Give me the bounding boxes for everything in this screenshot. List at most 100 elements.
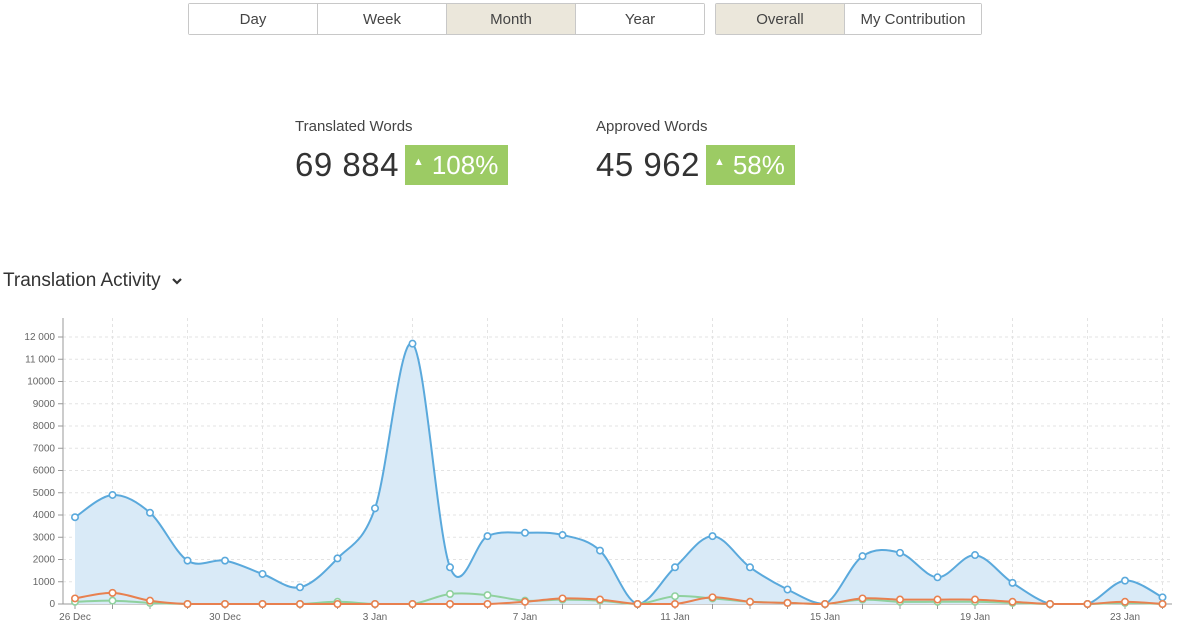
y-tick-label: 6000 bbox=[33, 466, 56, 477]
series-2-point bbox=[221, 599, 230, 608]
series-0-point bbox=[1121, 576, 1130, 585]
period-toggle: Day Week Month Year bbox=[188, 3, 705, 35]
y-tick-label: 5000 bbox=[33, 488, 56, 499]
series-0-point bbox=[483, 532, 492, 541]
series-2-point bbox=[933, 595, 942, 604]
period-month-button[interactable]: Month bbox=[447, 4, 576, 34]
series-2-point bbox=[1121, 597, 1130, 606]
series-2-point bbox=[183, 599, 192, 608]
up-triangle-icon: ▲ bbox=[412, 156, 424, 168]
y-tick-label: 8000 bbox=[33, 421, 56, 432]
series-0-point bbox=[445, 563, 454, 572]
y-tick-label: 7000 bbox=[33, 443, 56, 454]
series-0-point bbox=[333, 554, 342, 563]
series-0-point bbox=[783, 585, 792, 594]
series-2-point bbox=[445, 599, 454, 608]
series-1-point bbox=[108, 596, 117, 605]
series-line-0 bbox=[74, 342, 1163, 606]
series-0-point bbox=[595, 546, 604, 555]
scope-overall-button[interactable]: Overall bbox=[716, 4, 845, 34]
series-0-point bbox=[970, 551, 979, 560]
series-2-point bbox=[1008, 597, 1017, 606]
chevron-down-icon bbox=[171, 278, 182, 285]
series-0-point bbox=[258, 569, 267, 578]
series-2-point bbox=[333, 599, 342, 608]
series-0-point bbox=[858, 552, 867, 561]
series-0-point bbox=[1158, 593, 1167, 602]
series-0-point bbox=[183, 556, 192, 565]
series-2-point bbox=[408, 599, 417, 608]
series-0-point bbox=[295, 583, 304, 592]
series-0-point bbox=[221, 556, 230, 565]
series-2-point bbox=[858, 594, 867, 603]
y-tick-label: 10000 bbox=[27, 377, 55, 388]
section-title: Translation Activity bbox=[3, 270, 161, 291]
series-0-point bbox=[670, 563, 679, 572]
series-2-point bbox=[258, 599, 267, 608]
x-tick-label: 30 Dec bbox=[209, 612, 241, 623]
series-0-point bbox=[745, 563, 754, 572]
y-tick-label: 3000 bbox=[33, 532, 56, 543]
x-tick-label: 11 Jan bbox=[660, 612, 689, 623]
x-tick-label: 3 Jan bbox=[363, 612, 387, 623]
scope-my-contribution-button[interactable]: My Contribution bbox=[845, 4, 981, 34]
y-tick-label: 2000 bbox=[33, 555, 56, 566]
period-year-button[interactable]: Year bbox=[576, 4, 704, 34]
series-2-point bbox=[295, 599, 304, 608]
series-2-point bbox=[595, 595, 604, 604]
series-0-point bbox=[108, 490, 117, 499]
series-0-point bbox=[71, 513, 80, 522]
y-tick-label: 1000 bbox=[33, 577, 56, 588]
up-triangle-icon: ▲ bbox=[713, 156, 725, 168]
period-day-button[interactable]: Day bbox=[189, 4, 318, 34]
y-tick-label: 11 000 bbox=[25, 354, 55, 365]
series-1-point bbox=[445, 589, 454, 598]
x-tick-label: 7 Jan bbox=[513, 612, 537, 623]
series-2-point bbox=[783, 598, 792, 607]
series-2-point bbox=[820, 599, 829, 608]
scope-toggle: Overall My Contribution bbox=[715, 3, 982, 35]
series-2-point bbox=[483, 599, 492, 608]
approved-words-stat: Approved Words 45 962 ▲ 58% bbox=[596, 118, 795, 185]
series-2-point bbox=[970, 595, 979, 604]
series-2-point bbox=[108, 588, 117, 597]
series-2-point bbox=[670, 599, 679, 608]
series-2-point bbox=[1083, 599, 1092, 608]
series-area-0 bbox=[75, 343, 1163, 604]
series-2-point bbox=[520, 597, 529, 606]
series-0-point bbox=[558, 531, 567, 540]
approved-words-value: 45 962 bbox=[596, 146, 700, 183]
series-2-point bbox=[1046, 599, 1055, 608]
series-0-point bbox=[370, 504, 379, 513]
approved-change-value: 58% bbox=[732, 149, 785, 180]
series-0-point bbox=[408, 339, 417, 348]
series-0-point bbox=[146, 508, 155, 517]
series-2-point bbox=[633, 599, 642, 608]
series-0-point bbox=[520, 528, 529, 537]
series-0-point bbox=[1008, 578, 1017, 587]
x-tick-label: 19 Jan bbox=[960, 612, 990, 623]
series-1-point bbox=[483, 591, 492, 600]
approved-words-label: Approved Words bbox=[596, 118, 708, 135]
series-1-point bbox=[670, 592, 679, 601]
x-tick-label: 26 Dec bbox=[59, 612, 91, 623]
translated-words-value: 69 884 bbox=[295, 146, 399, 183]
approved-change-badge: ▲ 58% bbox=[705, 145, 795, 185]
series-2-point bbox=[146, 596, 155, 605]
series-0-point bbox=[895, 548, 904, 557]
translated-words-stat: Translated Words 69 884 ▲ 108% bbox=[295, 118, 509, 185]
series-2-point bbox=[558, 594, 567, 603]
series-2-point bbox=[895, 595, 904, 604]
y-tick-label: 4000 bbox=[33, 510, 56, 521]
series-2-point bbox=[370, 599, 379, 608]
series-2-point bbox=[71, 594, 80, 603]
y-tick-label: 9000 bbox=[33, 399, 56, 410]
x-tick-label: 23 Jan bbox=[1110, 612, 1140, 623]
period-week-button[interactable]: Week bbox=[318, 4, 447, 34]
translated-change-badge: ▲ 108% bbox=[404, 145, 509, 185]
translation-activity-chart: 0 1000 2000 3000 4000 5000 6000 7000 8000 9000 100… bbox=[24, 318, 1172, 623]
series-0-point bbox=[708, 532, 717, 541]
translation-activity-dropdown[interactable]: Translation Activity bbox=[3, 270, 183, 292]
series-2-point bbox=[1158, 599, 1167, 608]
y-tick-label: 0 bbox=[49, 599, 55, 610]
